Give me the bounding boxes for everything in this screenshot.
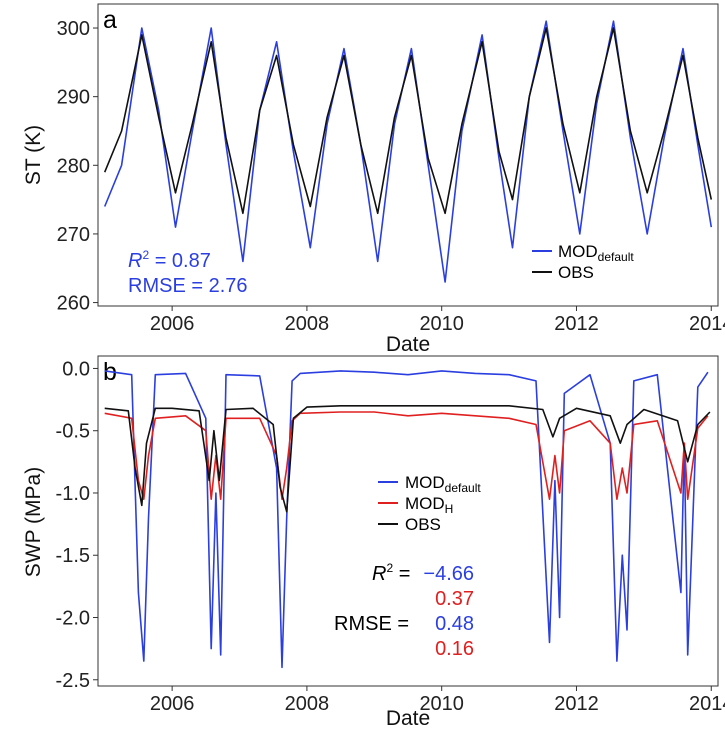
panel-b-xtick-label: 2012 bbox=[554, 693, 599, 715]
panel-b-axes: 2006 2008 2010 2012 2014 -2.5 -2.0 -1.5 -1.0 -0.5… bbox=[56, 358, 725, 715]
panel-a-r2: R2 = 0.87 bbox=[128, 248, 211, 272]
panel-a-series bbox=[103, 20, 713, 283]
panel-a-ytick-label: 260 bbox=[57, 293, 90, 315]
legend-label-moddefault-b: MODdefault bbox=[405, 473, 481, 495]
panel-b-series-moddefault bbox=[104, 370, 709, 669]
panel-b-r2-blue: −4.66 bbox=[423, 563, 474, 585]
legend-label-obs-b: OBS bbox=[405, 515, 441, 534]
panel-b-r2-label: R2 = bbox=[372, 561, 410, 585]
panel-b-ytick-label: -1.0 bbox=[56, 483, 90, 505]
panel-a-xtick-label: 2006 bbox=[150, 313, 195, 335]
panel-a-xtick-label: 2012 bbox=[554, 313, 599, 335]
panel-b-series-obs bbox=[104, 404, 711, 513]
panel-a-ytick-label: 290 bbox=[57, 87, 90, 109]
panel-b-ytick-label: -2.0 bbox=[56, 608, 90, 630]
panel-b: b 20062008201020122014-2.5-2.0-1.5-1.0-0… bbox=[22, 355, 725, 730]
panel-b-ytick-label: -1.5 bbox=[56, 545, 90, 567]
panel-b-xtick-label: 2010 bbox=[419, 693, 464, 715]
panel-b-legend: MODdefault MODH OBS bbox=[378, 473, 481, 534]
panel-a-ytick-label: 300 bbox=[57, 18, 90, 40]
panel-a-xtick-label: 2010 bbox=[419, 313, 464, 335]
panel-b-r2-red: 0.37 bbox=[435, 588, 474, 610]
panel-b-xtick-label: 2006 bbox=[150, 693, 195, 715]
panel-a-letter: a bbox=[103, 6, 117, 34]
panel-b-series bbox=[104, 370, 711, 669]
panel-b-rmse-red: 0.16 bbox=[435, 638, 474, 660]
panel-b-frame bbox=[97, 355, 719, 687]
panel-b-rmse-blue: 0.48 bbox=[435, 613, 474, 635]
legend-label-obs: OBS bbox=[558, 263, 594, 282]
panel-a: a 2006 2008 2010 2012 2014 260 270 280 290 300 ST… bbox=[22, 3, 725, 356]
panel-a-xtick-label: 2008 bbox=[285, 313, 330, 335]
panel-b-ytick-label: -2.5 bbox=[56, 670, 90, 692]
panel-b-series-modh bbox=[104, 411, 709, 501]
panel-a-stats: R2 = 0.87 RMSE = 2.76 bbox=[128, 248, 248, 297]
panel-a-xtick-label: 2014 bbox=[689, 313, 725, 335]
panel-b-xtick-label: 2008 bbox=[285, 693, 330, 715]
panel-a-series-obs bbox=[103, 27, 713, 215]
panel-a-legend: MODdefault OBS bbox=[532, 242, 634, 282]
panel-b-ytick-label: -0.5 bbox=[56, 421, 90, 443]
panel-a-rmse: RMSE = 2.76 bbox=[128, 275, 248, 297]
legend-label-moddefault: MODdefault bbox=[558, 242, 634, 264]
panel-a-ytick-label: 270 bbox=[57, 224, 90, 246]
panel-b-rmse-label: RMSE = bbox=[334, 613, 409, 635]
panel-b-ylabel: SWP (MPa) bbox=[22, 467, 45, 577]
panel-a-ylabel: ST (K) bbox=[22, 125, 45, 185]
panel-a-ytick-label: 280 bbox=[57, 155, 90, 177]
panel-a-series-moddefault bbox=[103, 20, 713, 283]
panel-b-stats: R2 = −4.66 0.37 RMSE = 0.48 0.16 bbox=[334, 561, 474, 660]
panel-a-axes: 2006 2008 2010 2012 2014 260 270 280 290 300 bbox=[57, 18, 725, 335]
panel-b-ytick-label: 0.0 bbox=[62, 358, 90, 380]
panel-a-xlabel: Date bbox=[386, 333, 430, 356]
panel-b-xtick-label: 2014 bbox=[689, 693, 725, 715]
legend-label-modh: MODH bbox=[405, 494, 453, 516]
panel-a-frame bbox=[97, 3, 719, 307]
panel-b-xlabel: Date bbox=[386, 707, 430, 730]
